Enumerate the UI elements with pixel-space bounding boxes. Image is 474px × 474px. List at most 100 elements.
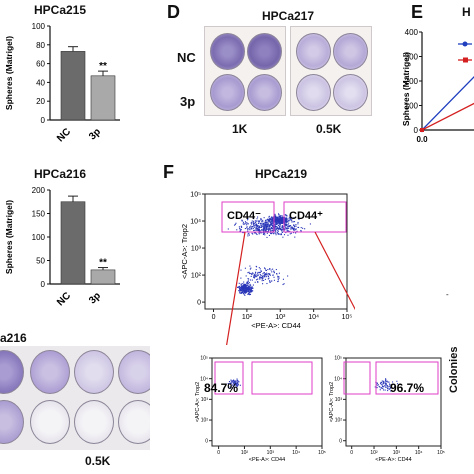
flow-main-event-dot bbox=[287, 225, 289, 227]
flow-main-event-dot bbox=[271, 218, 274, 221]
flow-main-event-dot bbox=[256, 225, 258, 227]
flow-main-event-dot bbox=[272, 219, 274, 221]
flow-main-event-dot bbox=[277, 281, 279, 283]
flow-main-event-dot bbox=[255, 265, 257, 267]
flow-main-event-dot bbox=[281, 221, 283, 223]
flow-main-event-dot bbox=[247, 286, 249, 289]
flow-main-event-dot bbox=[281, 221, 284, 223]
flow-main-frame bbox=[204, 193, 348, 310]
flow-main-event-dot bbox=[247, 290, 249, 292]
flow-main-event-dot bbox=[262, 221, 264, 223]
flow-main-event-dot bbox=[247, 293, 249, 295]
flow-main-event-dot bbox=[244, 289, 246, 291]
flow-main-event-dot bbox=[256, 276, 258, 278]
flow-main-event-dot bbox=[280, 217, 282, 219]
flow-main-event-dot bbox=[257, 216, 259, 218]
flow-main-event-dot bbox=[238, 291, 241, 293]
flow-sub-left-event-dot bbox=[236, 383, 238, 385]
flow-main-event-dot bbox=[255, 274, 257, 276]
flow-main-event-dot bbox=[290, 228, 292, 230]
flow-sub-left-event-dot bbox=[232, 380, 234, 382]
well-nc-05k-b bbox=[333, 33, 368, 70]
flow-main-event-dot bbox=[263, 223, 265, 225]
flow-main-event-dot bbox=[281, 227, 283, 229]
flow-main-event-dot bbox=[269, 220, 271, 222]
flow-main-event-dot bbox=[240, 229, 242, 231]
flow-sub-right-event-dot bbox=[387, 390, 389, 392]
flow-main-event-dot bbox=[246, 282, 248, 284]
flow-main-event-dot bbox=[275, 234, 277, 236]
flow-main-event-dot bbox=[275, 268, 277, 271]
flow-main-event-dot bbox=[260, 219, 262, 221]
flow-main-event-dot bbox=[258, 267, 260, 269]
flow-main-event-dot bbox=[275, 220, 277, 222]
flow-main-event-dot bbox=[276, 226, 278, 228]
flow-main-event-dot bbox=[286, 229, 288, 231]
flow-main-event-dot bbox=[254, 276, 256, 278]
flow-main-event-dot bbox=[247, 285, 249, 287]
flow-main-event-dot bbox=[286, 227, 288, 230]
flow-main-event-dot bbox=[240, 269, 242, 271]
flow-main-event-dot bbox=[278, 219, 280, 221]
flow-main-event-dot bbox=[290, 232, 292, 234]
flow-main-event-dot bbox=[272, 226, 275, 229]
flow-main-event-dot bbox=[277, 280, 279, 282]
flow-main-event-dot bbox=[275, 220, 278, 222]
flow-main-event-dot bbox=[251, 274, 253, 276]
flow-main-event-dot bbox=[259, 278, 261, 280]
flow-main-event-dot bbox=[246, 219, 249, 221]
panel-d-col-05k: 0.5K bbox=[316, 122, 342, 136]
flow-main-event-dot bbox=[279, 216, 281, 218]
flow-main-event-dot bbox=[271, 220, 273, 223]
flow-main-event-dot bbox=[282, 219, 284, 221]
flow-main-event-dot bbox=[285, 228, 287, 230]
hpca216-significance: ** bbox=[99, 258, 107, 269]
flow-main-event-dot bbox=[278, 216, 280, 218]
flow-main-event-dot bbox=[287, 230, 289, 232]
flow-main-event-dot bbox=[270, 216, 272, 218]
flow-main-event-dot bbox=[293, 226, 295, 228]
flow-sub-left-ytick-label: 0 bbox=[205, 438, 208, 444]
flow-main-event-dot bbox=[262, 229, 264, 231]
flow-sub-right-event-dot bbox=[376, 382, 378, 384]
flow-main-event-dot bbox=[249, 285, 251, 288]
flow-main-event-dot bbox=[255, 229, 257, 231]
flow-main-event-dot bbox=[261, 222, 263, 224]
flow-sub-right-ytick-label: 10⁴ bbox=[334, 376, 342, 382]
flow-main-event-dot bbox=[227, 228, 229, 230]
flow-sub-right-event-dot bbox=[389, 384, 391, 386]
flow-main-event-dot bbox=[282, 236, 284, 238]
flow-main-event-dot bbox=[264, 220, 267, 222]
hpca215-ytick-label: 100 bbox=[32, 22, 46, 31]
flow-main-event-dot bbox=[287, 226, 289, 228]
flow-main-event-dot bbox=[253, 277, 255, 279]
flow-main-event-dot bbox=[276, 216, 279, 219]
flow-main-event-dot bbox=[285, 225, 287, 227]
flow-sub-left-event-dot bbox=[235, 380, 237, 382]
flow-main-event-dot bbox=[253, 223, 255, 225]
flow-sub-right-event-dot bbox=[386, 384, 388, 386]
panel-e-chart: 0 100 200 300 400 Spheres (Matrigel) 0.0 bbox=[401, 28, 474, 144]
flow-sub-left-event-dot bbox=[233, 379, 235, 381]
flow-main-event-dot bbox=[287, 220, 289, 222]
flow-main-event-dot bbox=[243, 288, 245, 290]
flow-main-event-dot bbox=[266, 226, 268, 228]
flow-main-event-dot bbox=[249, 272, 251, 274]
flow-main-event-dot bbox=[277, 213, 280, 215]
flow-main-event-dot bbox=[309, 223, 311, 225]
flow-main-event-dot bbox=[276, 227, 278, 229]
flow-sub-right-event-dot bbox=[388, 381, 390, 383]
flow-main-event-dot bbox=[282, 218, 284, 220]
flow-main-event-dot bbox=[243, 292, 245, 294]
flow-main-event-dot bbox=[250, 287, 252, 289]
flow-main-event-dot bbox=[262, 223, 264, 225]
flow-main-event-dot bbox=[261, 225, 263, 227]
flow-main-event-dot bbox=[257, 229, 259, 231]
flow-main-event-dot bbox=[263, 279, 265, 281]
flow-main-event-dot bbox=[265, 273, 267, 275]
flow-main-event-dot bbox=[252, 227, 254, 230]
flow-main-ytick-label: 10⁵ bbox=[190, 191, 201, 198]
gate-cd44-pos-label: CD44⁺ bbox=[289, 210, 323, 222]
flow-main-event-dot bbox=[242, 293, 245, 295]
flow-main-event-dot bbox=[248, 289, 250, 291]
